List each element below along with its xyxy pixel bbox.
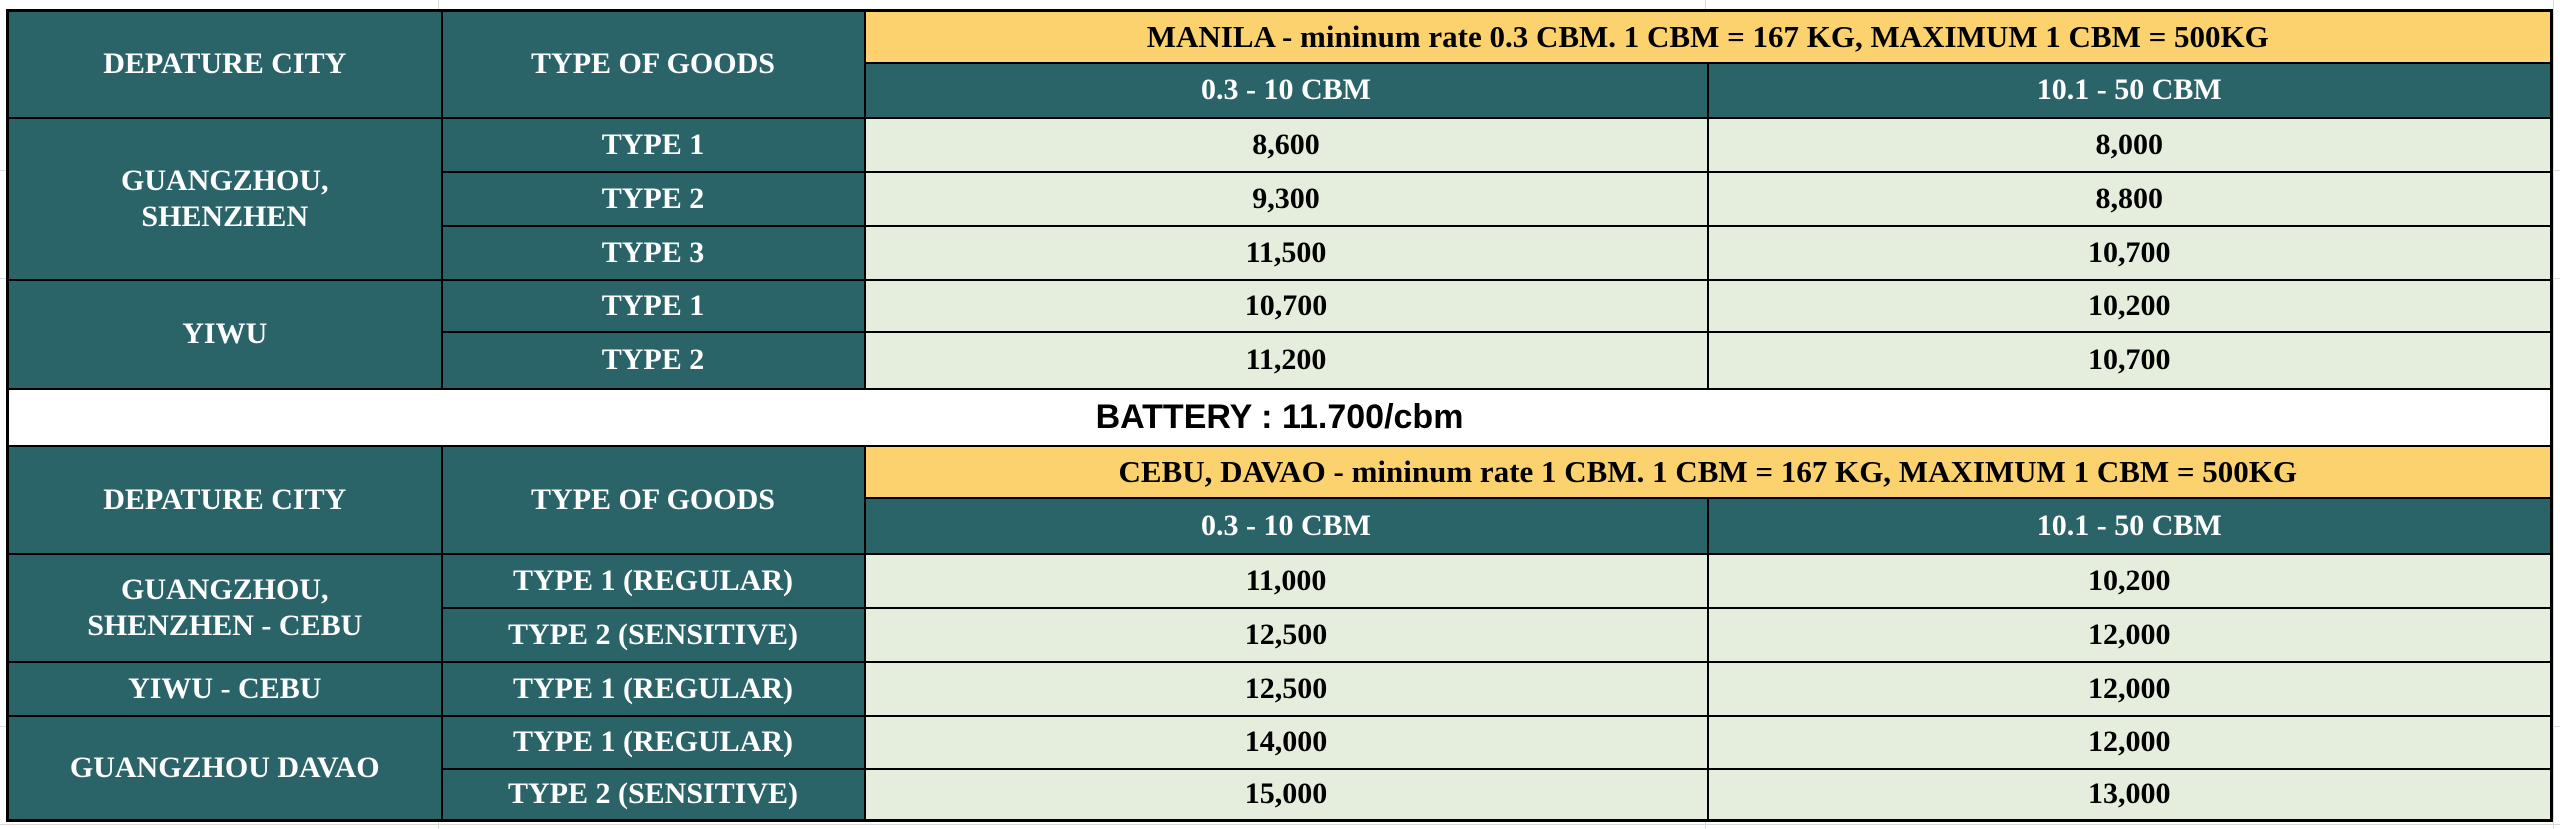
city-line: GUANGZHOU DAVAO bbox=[69, 751, 380, 785]
rate-cell[interactable]: 12,000 bbox=[1706, 606, 2553, 663]
rate-cell[interactable]: 11,000 bbox=[863, 552, 1709, 609]
city-line: YIWU - CEBU bbox=[128, 671, 322, 705]
rate-cell[interactable]: 12,000 bbox=[1706, 714, 2553, 770]
rate-cell[interactable]: 8,000 bbox=[1706, 116, 2553, 173]
goods-cell[interactable]: TYPE 2 bbox=[440, 170, 866, 227]
city-line: SHENZHEN bbox=[141, 199, 309, 233]
margin-gridline-horizontal bbox=[0, 824, 2560, 825]
rate-cell[interactable]: 10,700 bbox=[863, 278, 1709, 333]
goods-cell[interactable]: TYPE 1 bbox=[440, 116, 866, 173]
banner-cebu-davao[interactable]: CEBU, DAVAO - mininum rate 1 CBM. 1 CBM … bbox=[863, 444, 2553, 499]
shipping-rates-table: DEPATURE CITY TYPE OF GOODS MANILA - min… bbox=[6, 9, 2553, 822]
rate-cell[interactable]: 8,800 bbox=[1706, 170, 2553, 227]
goods-cell[interactable]: TYPE 1 bbox=[440, 278, 866, 333]
city-cell-yiwu-cebu[interactable]: YIWU - CEBU bbox=[6, 660, 443, 717]
city-cell-guangzhou-shenzhen[interactable]: GUANGZHOU, SHENZHEN bbox=[6, 116, 443, 281]
rate-cell[interactable]: 10,200 bbox=[1706, 552, 2553, 609]
goods-cell[interactable]: TYPE 3 bbox=[440, 224, 866, 281]
city-cell-guangzhou-davao[interactable]: GUANGZHOU DAVAO bbox=[6, 714, 443, 822]
battery-note[interactable]: BATTERY : 11.700/cbm bbox=[6, 387, 2553, 447]
rate-cell[interactable]: 15,000 bbox=[863, 767, 1709, 822]
header-departure-city[interactable]: DEPATURE CITY bbox=[6, 444, 443, 555]
city-line: YIWU bbox=[182, 317, 268, 351]
rate-cell[interactable]: 10,200 bbox=[1706, 278, 2553, 333]
col-header-large-range[interactable]: 10.1 - 50 CBM bbox=[1706, 61, 2553, 119]
city-line: GUANGZHOU, bbox=[120, 573, 329, 607]
goods-cell[interactable]: TYPE 2 bbox=[440, 330, 866, 390]
rate-cell[interactable]: 8,600 bbox=[863, 116, 1709, 173]
rate-cell[interactable]: 11,200 bbox=[863, 330, 1709, 390]
rate-cell[interactable]: 12,000 bbox=[1706, 660, 2553, 717]
goods-cell[interactable]: TYPE 1 (REGULAR) bbox=[440, 714, 866, 770]
header-type-of-goods[interactable]: TYPE OF GOODS bbox=[440, 9, 866, 119]
banner-manila[interactable]: MANILA - mininum rate 0.3 CBM. 1 CBM = 1… bbox=[863, 9, 2553, 64]
col-header-small-range[interactable]: 0.3 - 10 CBM bbox=[863, 61, 1709, 119]
rate-cell[interactable]: 10,700 bbox=[1706, 330, 2553, 390]
rate-cell[interactable]: 13,000 bbox=[1706, 767, 2553, 822]
col-header-small-range[interactable]: 0.3 - 10 CBM bbox=[863, 496, 1709, 555]
city-cell-yiwu[interactable]: YIWU bbox=[6, 278, 443, 390]
rate-cell[interactable]: 12,500 bbox=[863, 660, 1709, 717]
goods-cell[interactable]: TYPE 1 (REGULAR) bbox=[440, 552, 866, 609]
city-line: SHENZHEN - CEBU bbox=[87, 608, 363, 642]
col-header-large-range[interactable]: 10.1 - 50 CBM bbox=[1706, 496, 2553, 555]
rate-cell[interactable]: 12,500 bbox=[863, 606, 1709, 663]
rate-cell[interactable]: 10,700 bbox=[1706, 224, 2553, 281]
city-line: GUANGZHOU, bbox=[120, 164, 329, 198]
city-cell-guangzhou-shenzhen-cebu[interactable]: GUANGZHOU, SHENZHEN - CEBU bbox=[6, 552, 443, 663]
goods-cell[interactable]: TYPE 2 (SENSITIVE) bbox=[440, 767, 866, 822]
rate-cell[interactable]: 9,300 bbox=[863, 170, 1709, 227]
header-type-of-goods[interactable]: TYPE OF GOODS bbox=[440, 444, 866, 555]
rate-cell[interactable]: 14,000 bbox=[863, 714, 1709, 770]
margin-gridline-vertical bbox=[2553, 0, 2554, 829]
rate-cell[interactable]: 11,500 bbox=[863, 224, 1709, 281]
header-departure-city[interactable]: DEPATURE CITY bbox=[6, 9, 443, 119]
goods-cell[interactable]: TYPE 1 (REGULAR) bbox=[440, 660, 866, 717]
goods-cell[interactable]: TYPE 2 (SENSITIVE) bbox=[440, 606, 866, 663]
